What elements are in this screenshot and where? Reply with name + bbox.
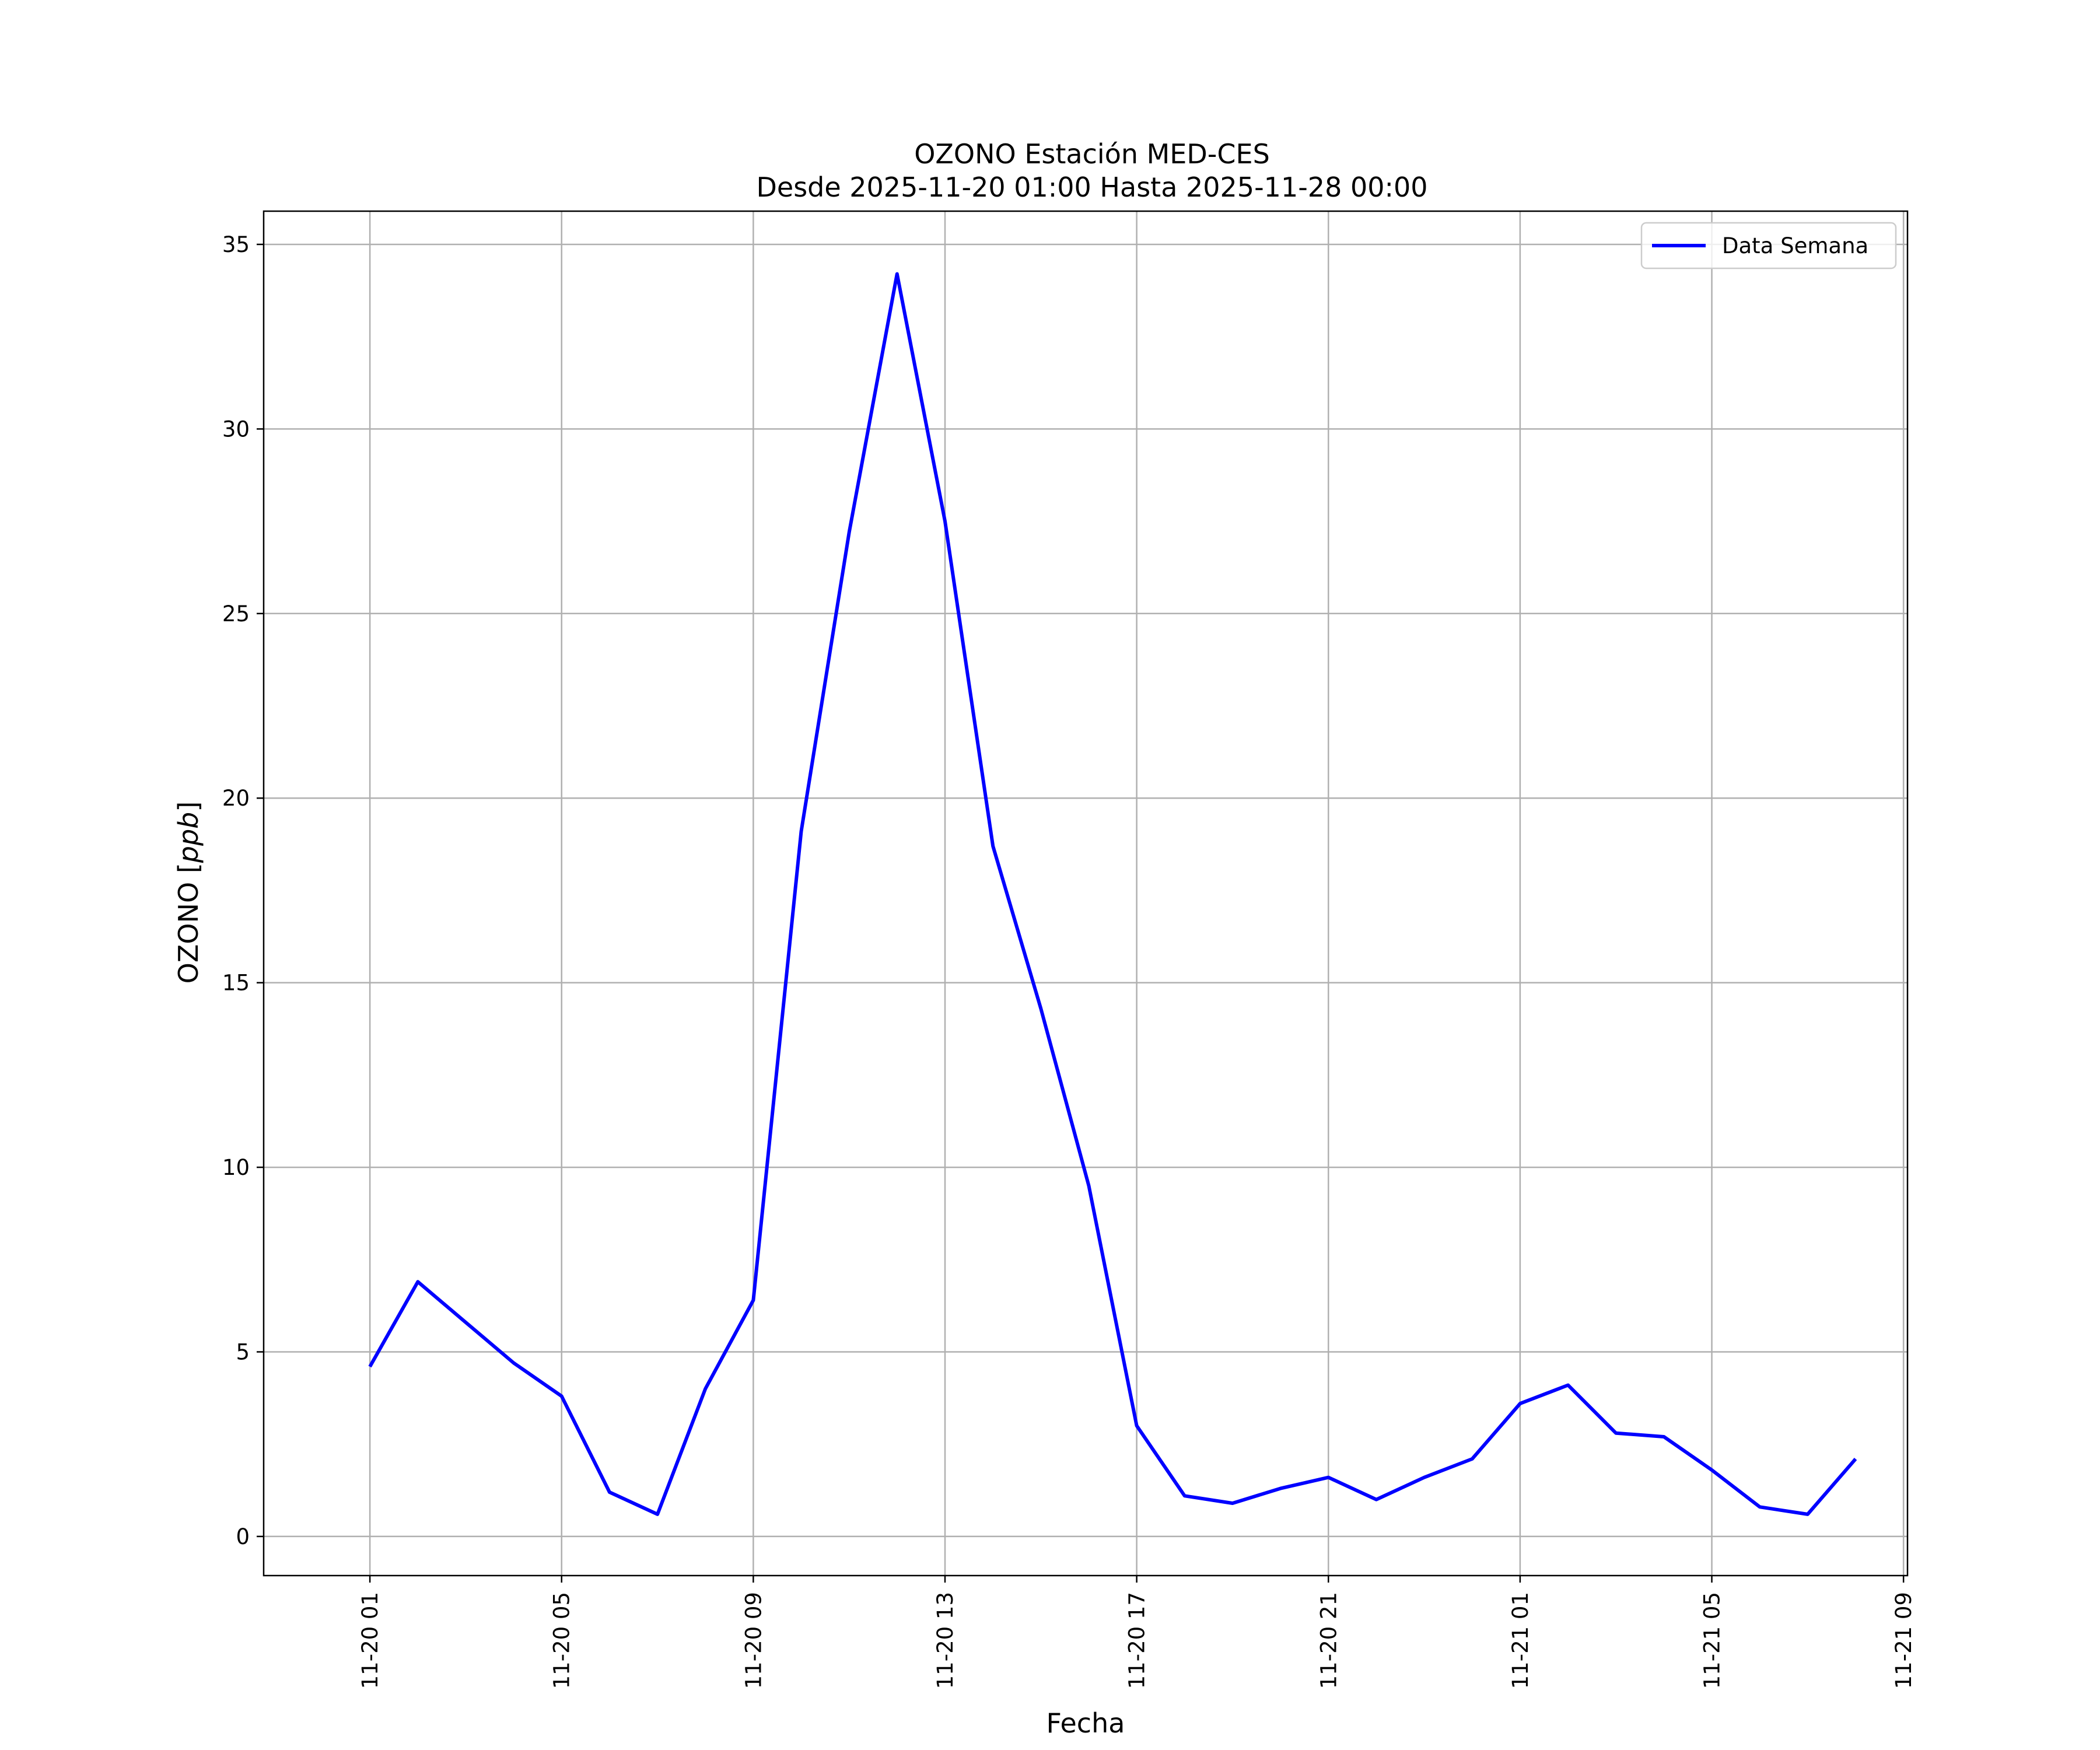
y-tick-label: 0 (236, 1524, 250, 1549)
y-axis-label-close: ] (173, 802, 204, 812)
series-line (368, 272, 1857, 1516)
legend-label: Data Semana (1722, 233, 1868, 258)
tick-layer: 11-20 01 11-20 05 11-20 09 11-20 13 11-20 17… (222, 232, 1916, 1689)
x-tick-label: 11-20 21 (1316, 1592, 1341, 1689)
legend-box (1640, 222, 1897, 270)
y-tick-label: 30 (222, 416, 250, 442)
x-tick-label: 11-21 05 (1700, 1592, 1725, 1689)
y-axis-label-unit: ppb (173, 812, 204, 864)
y-tick-label: 35 (222, 232, 250, 257)
x-tick-label: 11-21 01 (1508, 1592, 1533, 1689)
chart-title: OZONO Estación MED-CES (914, 138, 1270, 170)
y-tick-label: 20 (222, 786, 250, 811)
chart-subtitle: Desde 2025-11-20 01:00 Hasta 2025-11-28 … (756, 172, 1427, 203)
plot-frame (262, 210, 1909, 1577)
x-tick-label: 11-20 09 (741, 1592, 766, 1689)
x-axis-label: Fecha (1046, 1707, 1125, 1739)
x-tick-label: 11-20 13 (933, 1592, 958, 1689)
grid-layer (264, 211, 1908, 1576)
y-tick-label: 10 (222, 1155, 250, 1180)
x-tick-label: 11-20 01 (358, 1592, 383, 1689)
x-tick-label: 11-20 05 (550, 1592, 575, 1689)
y-axis-label: OZONO [ppb] (173, 802, 204, 984)
y-axis-label-text: OZONO [ (173, 863, 204, 984)
x-tick-label: 11-20 17 (1125, 1592, 1150, 1689)
y-tick-label: 15 (222, 971, 250, 996)
y-tick-label: 25 (222, 601, 250, 626)
y-tick-label: 5 (236, 1339, 250, 1364)
x-tick-label: 11-21 09 (1891, 1592, 1916, 1689)
series-layer (368, 272, 1857, 1516)
legend: Data Semana (1640, 222, 1897, 270)
